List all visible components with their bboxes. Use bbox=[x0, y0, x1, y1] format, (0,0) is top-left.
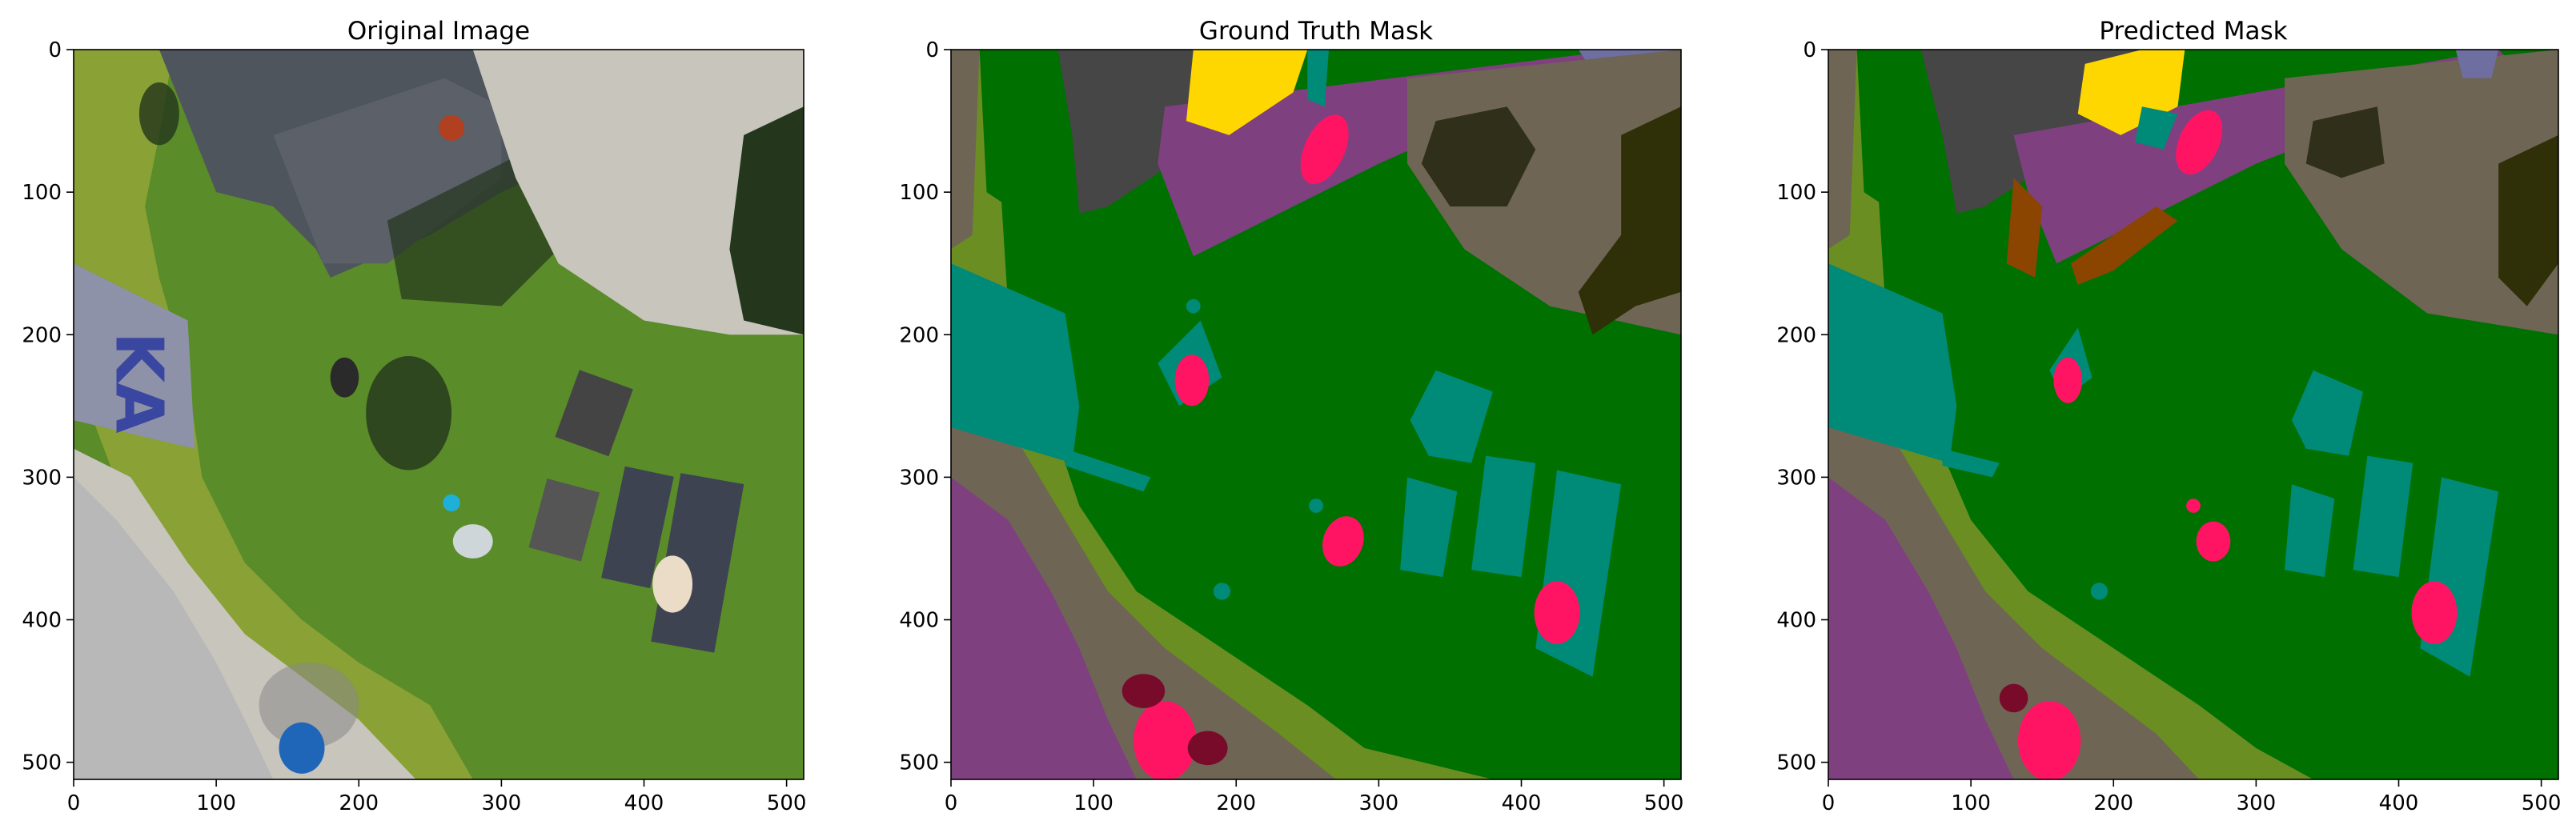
y-tick-label: 100 bbox=[1776, 181, 1816, 205]
y-tick-label: 300 bbox=[22, 466, 62, 490]
y-tick-label: 500 bbox=[899, 751, 939, 775]
axes-frame bbox=[1828, 49, 2559, 780]
y-tick-label: 500 bbox=[22, 751, 62, 775]
x-tick-label: 500 bbox=[767, 791, 807, 815]
y-tick-label: 100 bbox=[22, 181, 62, 205]
x-tick-label: 300 bbox=[1359, 791, 1399, 815]
y-tick-label: 500 bbox=[1776, 751, 1816, 775]
x-tick-label: 200 bbox=[2093, 791, 2133, 815]
panel-image bbox=[1828, 50, 2558, 779]
y-tick-label: 0 bbox=[925, 38, 939, 62]
x-tick-label: 500 bbox=[1644, 791, 1684, 815]
panel-title: Ground Truth Mask bbox=[1199, 17, 1433, 46]
x-tick-label: 100 bbox=[1073, 791, 1113, 815]
axes-frame bbox=[73, 49, 804, 780]
y-tick-label: 400 bbox=[22, 609, 62, 633]
x-tick-label: 0 bbox=[1822, 791, 1836, 815]
y-tick-label: 400 bbox=[899, 609, 939, 633]
x-tick-label: 400 bbox=[1502, 791, 1542, 815]
x-tick-label: 200 bbox=[1216, 791, 1256, 815]
panel-image bbox=[951, 50, 1681, 779]
x-tick-label: 300 bbox=[2237, 791, 2277, 815]
y-tick-label: 0 bbox=[48, 38, 62, 62]
x-tick-label: 100 bbox=[1951, 791, 1991, 815]
y-tick-label: 100 bbox=[899, 181, 939, 205]
x-tick-label: 300 bbox=[482, 791, 522, 815]
x-tick-label: 400 bbox=[624, 791, 664, 815]
panel-title: Original Image bbox=[347, 17, 530, 46]
y-tick-label: 200 bbox=[1776, 323, 1816, 347]
y-tick-label: 300 bbox=[1776, 466, 1816, 490]
x-tick-label: 100 bbox=[196, 791, 236, 815]
x-tick-label: 500 bbox=[2522, 791, 2562, 815]
x-tick-label: 200 bbox=[339, 791, 379, 815]
x-tick-label: 0 bbox=[945, 791, 958, 815]
y-tick-label: 200 bbox=[22, 323, 62, 347]
axes-frame bbox=[950, 49, 1682, 780]
panel-image bbox=[74, 50, 804, 779]
y-tick-label: 400 bbox=[1776, 609, 1816, 633]
y-tick-label: 300 bbox=[899, 466, 939, 490]
y-tick-label: 0 bbox=[1803, 38, 1816, 62]
y-tick-label: 200 bbox=[899, 323, 939, 347]
x-tick-label: 400 bbox=[2379, 791, 2419, 815]
panel-title: Predicted Mask bbox=[2099, 17, 2287, 46]
x-tick-label: 0 bbox=[67, 791, 81, 815]
